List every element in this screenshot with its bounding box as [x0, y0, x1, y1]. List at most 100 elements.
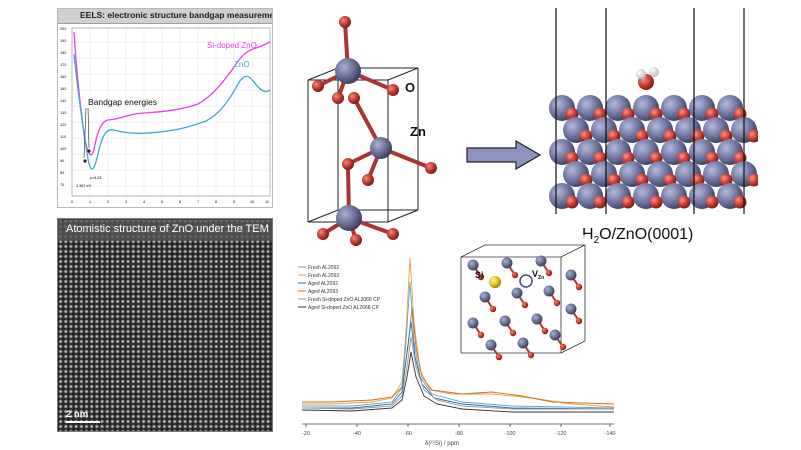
- eels-y-tick: 160: [60, 75, 66, 79]
- eels-y-tick: 90: [60, 159, 64, 163]
- zinc-atom: [531, 313, 543, 325]
- surface-label-sub: 2: [593, 235, 600, 247]
- zinc-atom: [565, 303, 577, 315]
- zinc-atom: [336, 205, 362, 231]
- si-doped-cell-inset: Si VZn: [455, 235, 589, 363]
- eels-x-tick: 4: [143, 200, 145, 204]
- oxygen-atom: [342, 158, 354, 170]
- inset-cell-box: [460, 244, 586, 354]
- nmr-legend-item: Fresh AL2093: [308, 273, 339, 279]
- eels-y-tick: 150: [60, 87, 66, 91]
- tem-title: Atomistic structure of ZnO under the TEM: [66, 223, 269, 235]
- eels-y-tick: 190: [60, 39, 66, 43]
- oxygen-atom: [511, 271, 519, 279]
- eels-y-tick: 70: [60, 183, 64, 187]
- eels-plot-panel: EELS: electronic structure bandgap measu…: [57, 8, 273, 208]
- oxygen-atom: [348, 92, 360, 104]
- oxygen-atom: [677, 195, 691, 209]
- eels-y-tick: 110: [60, 135, 66, 139]
- nmr-spectrum-chart: -20 -40 -60 -80 -100 -120 -140 δ(²⁹Si) /…: [298, 257, 616, 447]
- eels-y-tick: 130: [60, 111, 66, 115]
- oxygen-atom: [705, 195, 719, 209]
- water-molecule: [636, 67, 659, 90]
- svg-text:y=9.23: y=9.23: [90, 176, 102, 180]
- nmr-legend-item: Aged AL2092: [308, 281, 338, 287]
- zinc-atom: [467, 259, 479, 271]
- zinc-label: Zn: [410, 124, 426, 139]
- zinc-atom: [479, 291, 491, 303]
- eels-x-tick: 6: [179, 200, 181, 204]
- oxygen-atom: [362, 174, 374, 186]
- surface-label-rest: O/ZnO(0001): [599, 226, 694, 243]
- eels-x-tick: 0: [71, 200, 73, 204]
- water-on-zno-surface: [549, 8, 758, 214]
- eels-title-bar: EELS: electronic structure bandgap measu…: [58, 9, 272, 24]
- eels-x-tick: 10: [250, 200, 254, 204]
- oxygen-atom: [332, 92, 344, 104]
- oxygen-atom: [477, 273, 485, 281]
- zinc-atom: [467, 317, 479, 329]
- nmr-legend-item: Aged AL2093: [308, 289, 338, 295]
- oxygen-atom: [733, 195, 747, 209]
- nmr-curve-fresh-al2093: [302, 257, 615, 408]
- eels-x-tick: 9: [233, 200, 235, 204]
- eels-x-ticks: 0 1 2 3 4 5 6 7 8 9 10 11: [71, 200, 269, 204]
- zno-unit-cell: O Zn: [307, 16, 437, 246]
- zinc-atom: [517, 337, 529, 349]
- eels-y-tick: 140: [60, 99, 66, 103]
- oxygen-atom: [387, 84, 399, 96]
- oxygen-atom: [747, 129, 758, 143]
- nmr-x-tick: -140: [604, 431, 615, 437]
- zinc-atom: [565, 269, 577, 281]
- nmr-x-label: δ(²⁹Si) / ppm: [425, 440, 459, 447]
- nmr-x-tick: -120: [555, 431, 566, 437]
- eels-x-tick: 3: [125, 200, 127, 204]
- hydrogen-atom: [649, 67, 659, 77]
- nmr-curve-aged-si-doped: [301, 351, 614, 413]
- surface-label-main: H: [582, 226, 594, 243]
- eels-x-tick: 1: [89, 200, 91, 204]
- nmr-x-tick: -20: [302, 431, 310, 437]
- inset-si-label: Si: [475, 270, 484, 280]
- zinc-atom: [535, 255, 547, 267]
- zinc-atom: [499, 315, 511, 327]
- oxygen-atom: [387, 228, 399, 240]
- oxygen-atom: [621, 195, 635, 209]
- eels-x-tick: 7: [197, 200, 199, 204]
- nmr-legend-item: Fresh AL2092: [308, 265, 339, 271]
- surface-cell-lines: [555, 8, 745, 214]
- svg-text:3.367 eV: 3.367 eV: [76, 184, 92, 188]
- eels-y-ticks: 200 190 180 170 160 150 140 130 120 110 …: [60, 27, 66, 187]
- eels-title: EELS: electronic structure bandgap measu…: [80, 10, 273, 20]
- inset-vzn-label: VZn: [532, 269, 544, 281]
- eels-y-tick: 180: [60, 51, 66, 55]
- hydrogen-atom: [636, 69, 646, 79]
- zno-slab: [549, 95, 758, 209]
- cell-atoms: [312, 16, 437, 246]
- eels-x-tick: 8: [215, 200, 217, 204]
- nmr-x-tick: -100: [504, 431, 515, 437]
- eels-annotation-bandgap: Bandgap energies: [88, 97, 157, 107]
- nmr-x-tick: -40: [353, 431, 361, 437]
- nmr-x-tick: -80: [455, 431, 463, 437]
- right-arrow-icon: [466, 140, 542, 170]
- oxygen-atom: [339, 16, 351, 28]
- nmr-curves: [301, 257, 615, 413]
- nmr-curve-aged-al2092: [302, 321, 615, 410]
- oxygen-atom: [593, 195, 607, 209]
- tem-scale-label: 2 nm: [66, 409, 89, 420]
- oxygen-atom: [477, 331, 485, 339]
- eels-x-tick: 2: [107, 200, 109, 204]
- eels-y-tick: 120: [60, 123, 66, 127]
- oxygen-label: O: [405, 80, 415, 95]
- zinc-atom: [485, 339, 497, 351]
- oxygen-atom: [559, 343, 567, 351]
- cell-box: [307, 67, 419, 223]
- nmr-legend-item: Aged Si-doped ZnO AL2068 CP: [308, 305, 380, 311]
- eels-zno-curve: [73, 53, 271, 170]
- eels-x-tick: 5: [161, 200, 163, 204]
- zinc-atom: [501, 257, 513, 269]
- eels-y-tick: 170: [60, 63, 66, 67]
- eels-x-tick: 11: [265, 200, 269, 204]
- silicon-atom: [489, 276, 501, 288]
